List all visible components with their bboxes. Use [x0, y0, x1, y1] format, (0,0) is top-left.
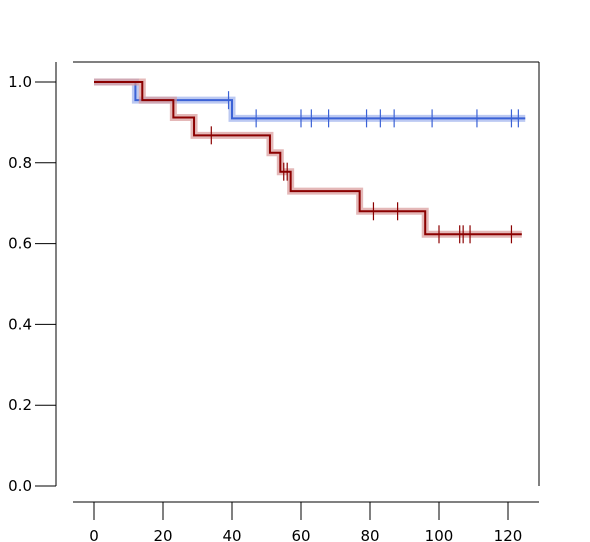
x-tick-label: 80 — [360, 527, 379, 542]
x-tick-label: 20 — [153, 527, 172, 542]
x-tick-label: 0 — [89, 527, 99, 542]
x-tick-label: 100 — [425, 527, 454, 542]
y-tick-label: 0.4 — [8, 315, 32, 333]
series-layer — [94, 78, 526, 244]
series-1 — [94, 78, 526, 128]
y-tick-label: 0.0 — [8, 477, 32, 495]
x-tick-label: 40 — [222, 527, 241, 542]
x-tick-label: 60 — [291, 527, 310, 542]
x-tick-label: 120 — [494, 527, 523, 542]
y-axis: 0.0 0.2 0.4 0.6 0.8 1.0 — [8, 62, 57, 495]
y-tick-label: 0.8 — [8, 154, 32, 172]
series-2-line — [94, 81, 522, 236]
y-tick-label: 0.2 — [8, 396, 32, 414]
series-2 — [94, 78, 522, 244]
series-2-ci-band — [94, 78, 522, 238]
plot-frame — [73, 61, 540, 486]
y-tick-label: 0.6 — [8, 235, 32, 253]
y-tick-label: 1.0 — [8, 73, 32, 91]
x-axis: 0 20 40 60 80 100 120 — [73, 501, 539, 542]
